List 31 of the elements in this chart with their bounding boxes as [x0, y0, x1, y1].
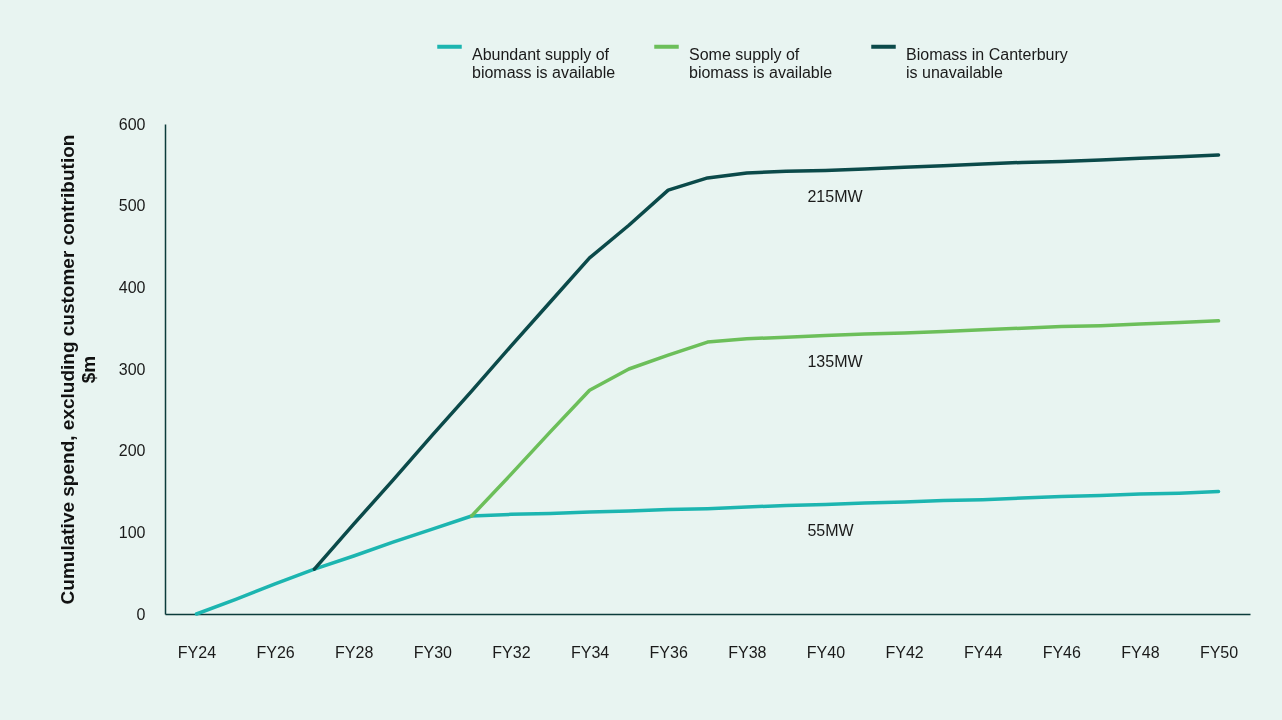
line-series — [469, 319, 1221, 518]
annotation: 55MW — [807, 521, 855, 539]
x-tick-label: FY24 — [177, 643, 217, 661]
x-tick-label: FY26 — [256, 643, 295, 661]
x-tick-label: FY42 — [885, 643, 924, 661]
y-tick-label: 300 — [118, 360, 146, 378]
x-tick-label: FY44 — [964, 643, 1003, 661]
x-tick-label: FY28 — [335, 643, 374, 661]
x-tick-label: FY40 — [806, 643, 846, 661]
x-tick-label: FY30 — [413, 643, 453, 661]
legend-label: Some supply of biomass is available — [689, 45, 833, 81]
line-series — [312, 153, 1221, 571]
legend-label: Biomass in Canterbury is unavailable — [906, 45, 1068, 81]
annotation: 215MW — [807, 187, 864, 205]
x-tick-label: FY50 — [1199, 643, 1239, 661]
y-tick-label: 500 — [118, 197, 146, 215]
y-tick-label: 0 — [136, 605, 146, 623]
annotation: 135MW — [807, 352, 864, 370]
x-tick-label: FY34 — [570, 643, 610, 661]
y-tick-label: 400 — [118, 278, 146, 296]
x-tick-label: FY46 — [1042, 643, 1082, 661]
line-series — [194, 489, 1221, 616]
y-tick-label: 200 — [118, 442, 146, 460]
x-tick-label: FY36 — [649, 643, 688, 661]
y-tick-label: 600 — [118, 115, 146, 133]
x-tick-label: FY32 — [492, 643, 531, 661]
y-axis-title: Cumulative spend, excluding customer contribution $m — [56, 134, 99, 605]
legend-label: Abundant supply of biomass is available — [472, 45, 616, 81]
y-tick-label: 100 — [118, 523, 146, 541]
x-tick-label: FY38 — [728, 643, 767, 661]
x-tick-label: FY48 — [1121, 643, 1160, 661]
